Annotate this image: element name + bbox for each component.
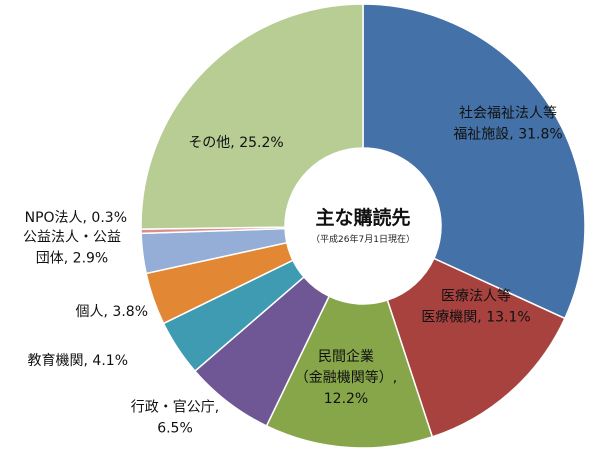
slice-social-welfare: [362, 3, 586, 320]
slice-private-company: [265, 295, 434, 449]
label-other-line: その他, 25.2%: [188, 135, 283, 151]
slice-other: [140, 3, 364, 230]
label-private-company-line: 12.2%: [324, 391, 368, 407]
donut-slices: [140, 3, 586, 449]
donut-hole: [287, 150, 439, 302]
label-public-interest-line: 団体, 2.9%: [36, 251, 108, 267]
label-government-line: 6.5%: [157, 421, 193, 437]
label-npo-line: NPO法人, 0.3%: [25, 210, 127, 226]
slice-medical: [386, 257, 566, 438]
label-education: 教育機関, 4.1%: [28, 353, 128, 369]
label-government-line: 行政・官公庁,: [131, 400, 219, 416]
label-social-welfare-line: 社会福祉法人等: [459, 105, 557, 122]
center-title: 主な購読先: [315, 206, 410, 229]
label-government: 行政・官公庁, 6.5%: [131, 400, 219, 437]
label-public-interest: 公益法人・公益団体, 2.9%: [23, 230, 121, 267]
slice-labels: 社会福祉法人等福祉施設, 31.8% 医療法人等医療機関, 13.1% 民間企業 （金…: [23, 105, 563, 437]
label-private-company: 民間企業 （金融機関等）, 12.2%: [295, 348, 397, 407]
label-private-company-line: 民間企業: [318, 348, 374, 365]
label-individual-line: 個人, 3.8%: [76, 304, 148, 320]
label-private-company-line: （金融機関等）,: [295, 369, 397, 386]
label-individual: 個人, 3.8%: [76, 304, 148, 320]
label-education-line: 教育機関, 4.1%: [28, 353, 128, 369]
center-subtitle: （平成26年7月1日現在）: [311, 233, 415, 245]
label-social-welfare-line: 福祉施設, 31.8%: [453, 127, 562, 143]
label-public-interest-line: 公益法人・公益: [23, 230, 121, 246]
label-medical-line: 医療法人等: [441, 288, 511, 305]
label-other: その他, 25.2%: [188, 135, 283, 151]
label-social-welfare: 社会福祉法人等福祉施設, 31.8%: [453, 105, 562, 143]
label-medical: 医療法人等医療機関, 13.1%: [421, 288, 530, 326]
label-npo: NPO法人, 0.3%: [25, 210, 127, 226]
label-medical-line: 医療機関, 13.1%: [421, 309, 530, 326]
